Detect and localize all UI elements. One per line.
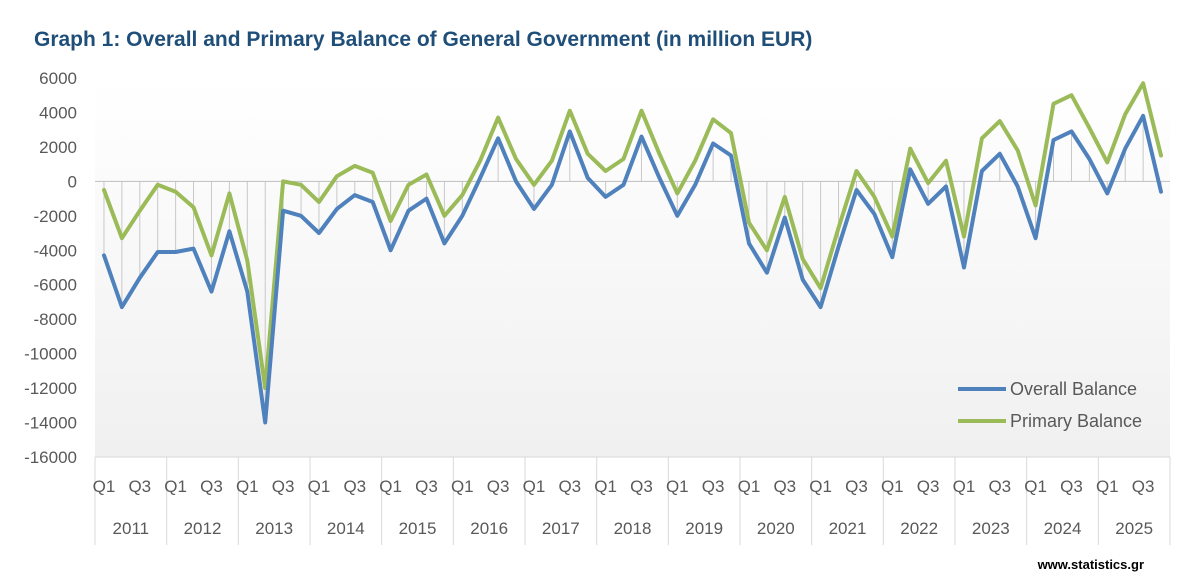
x-tick-label: Q3: [200, 477, 223, 496]
year-label: 2015: [399, 519, 437, 538]
year-label: 2013: [255, 519, 293, 538]
x-tick-label: Q1: [594, 477, 617, 496]
y-tick-label: -16000: [24, 448, 77, 467]
x-tick-label: Q1: [451, 477, 474, 496]
x-tick-label: Q3: [702, 477, 725, 496]
year-label: 2016: [470, 519, 508, 538]
x-tick-label: Q3: [773, 477, 796, 496]
y-tick-label: 0: [68, 172, 77, 191]
x-tick-label: Q1: [1024, 477, 1047, 496]
y-tick-label: 6000: [39, 69, 77, 88]
y-tick-label: -12000: [24, 379, 77, 398]
x-tick-label: Q3: [272, 477, 295, 496]
x-tick-label: Q3: [845, 477, 868, 496]
legend-label: Overall Balance: [1010, 379, 1137, 399]
chart-title: Graph 1: Overall and Primary Balance of …: [34, 28, 813, 51]
year-label: 2025: [1115, 519, 1153, 538]
x-tick-label: Q1: [738, 477, 761, 496]
y-tick-label: -2000: [34, 207, 77, 226]
year-label: 2014: [327, 519, 365, 538]
x-tick-label: Q1: [809, 477, 832, 496]
x-tick-label: Q1: [379, 477, 402, 496]
y-tick-label: 4000: [39, 103, 77, 122]
y-tick-label: -10000: [24, 345, 77, 364]
series-line-overall-balance: [102, 113, 1163, 425]
x-tick-label: Q3: [558, 477, 581, 496]
y-tick-label: -6000: [34, 276, 77, 295]
x-tick-label: Q1: [308, 477, 331, 496]
year-label: 2022: [900, 519, 938, 538]
year-label: 2024: [1044, 519, 1082, 538]
x-tick-label: Q1: [523, 477, 546, 496]
x-tick-label: Q1: [1096, 477, 1119, 496]
y-tick-label: -4000: [34, 241, 77, 260]
legend-label: Primary Balance: [1010, 411, 1142, 431]
year-label: 2019: [685, 519, 723, 538]
y-tick-label: -8000: [34, 310, 77, 329]
year-label: 2011: [113, 519, 150, 538]
year-label: 2018: [614, 519, 652, 538]
x-tick-label: Q3: [1060, 477, 1083, 496]
x-tick-label: Q3: [343, 477, 366, 496]
x-tick-label: Q3: [988, 477, 1011, 496]
year-label: 2020: [757, 519, 795, 538]
x-tick-label: Q3: [630, 477, 653, 496]
x-tick-label: Q1: [953, 477, 976, 496]
x-tick-label: Q3: [487, 477, 510, 496]
x-tick-label: Q3: [917, 477, 940, 496]
x-tick-label: Q3: [1132, 477, 1155, 496]
x-tick-label: Q1: [93, 477, 116, 496]
year-label: 2021: [829, 519, 867, 538]
x-tick-label: Q3: [415, 477, 438, 496]
source-label: www.statistics.gr: [1037, 557, 1144, 572]
x-tick-label: Q1: [666, 477, 689, 496]
year-label: 2017: [542, 519, 580, 538]
x-tick-label: Q1: [881, 477, 904, 496]
x-tick-label: Q3: [128, 477, 151, 496]
x-tick-label: Q1: [164, 477, 187, 496]
year-label: 2012: [184, 519, 222, 538]
y-tick-label: 2000: [39, 138, 77, 157]
y-tick-label: -14000: [24, 414, 77, 433]
year-label: 2023: [972, 519, 1010, 538]
x-tick-label: Q1: [236, 477, 259, 496]
series-line-primary-balance: [102, 81, 1163, 391]
